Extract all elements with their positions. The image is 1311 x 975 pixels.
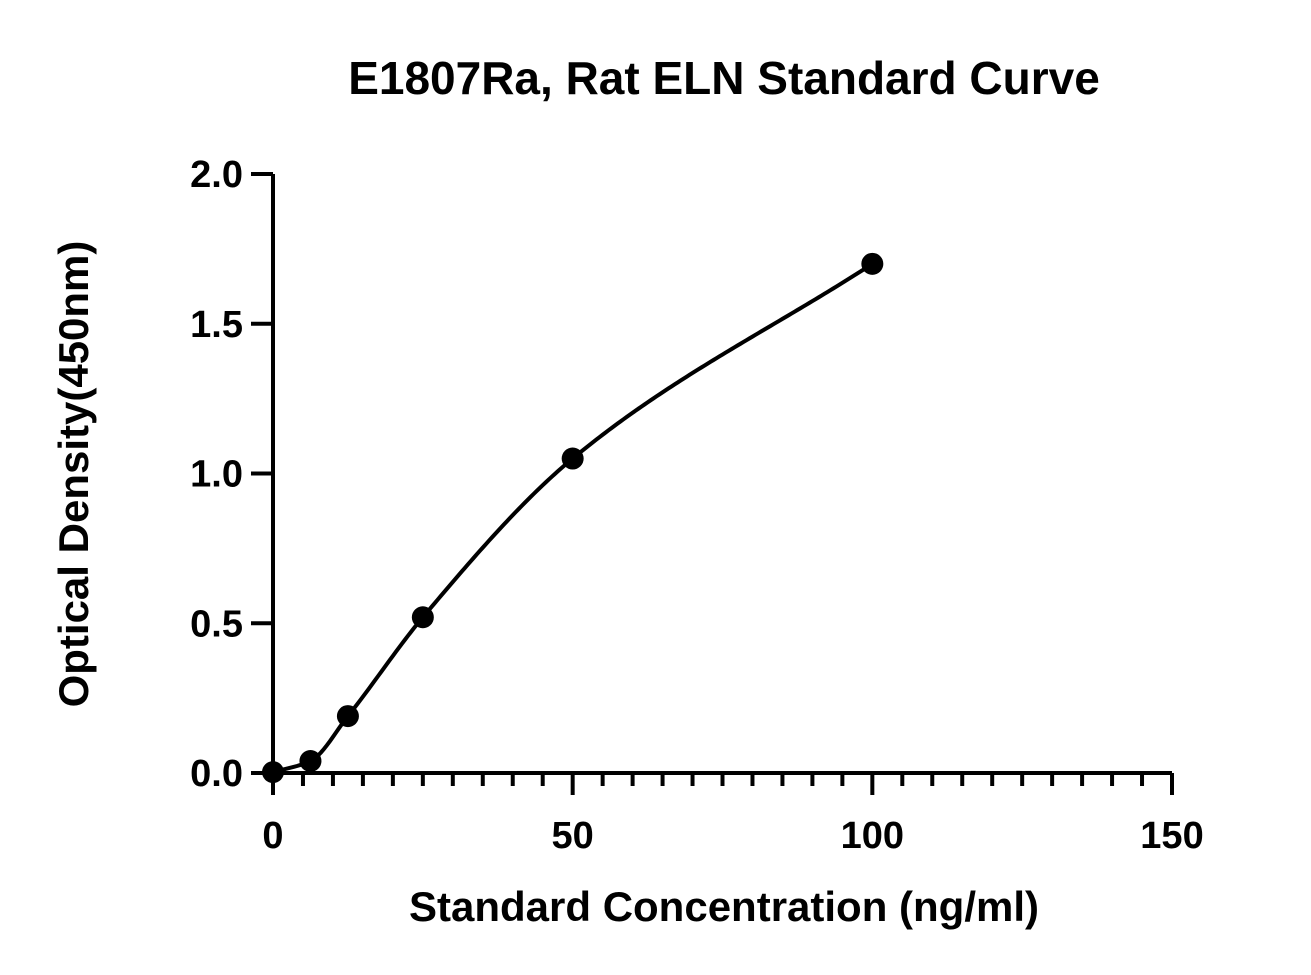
y-axis-label: Optical Density(450nm) [50, 241, 97, 708]
tick-labels: 0 50 100 150 0.0 0.5 1.0 1.5 2.0 [190, 154, 1204, 857]
chart-title: E1807Ra, Rat ELN Standard Curve [348, 52, 1100, 104]
y-tick-label: 2.0 [190, 154, 243, 196]
x-tick-label: 50 [552, 815, 594, 857]
data-points [262, 252, 884, 784]
x-tick-label: 0 [262, 815, 283, 857]
fit-curve [272, 262, 874, 775]
ticks [251, 172, 1174, 795]
y-tick-label: 1.5 [190, 304, 243, 346]
y-tick-label: 1.0 [190, 454, 243, 496]
fit-curve-group [272, 262, 874, 775]
x-tick-label: 100 [841, 815, 904, 857]
y-tick-label: 0.5 [190, 603, 243, 645]
data-point [411, 606, 434, 629]
x-axis-label: Standard Concentration (ng/ml) [409, 883, 1039, 930]
data-point [336, 705, 359, 728]
axes [271, 174, 1172, 775]
y-tick-label: 0.0 [190, 753, 243, 795]
x-tick-label: 150 [1140, 815, 1203, 857]
data-point [299, 750, 322, 773]
data-point [861, 252, 884, 275]
data-point [262, 761, 284, 784]
data-point [561, 447, 584, 470]
